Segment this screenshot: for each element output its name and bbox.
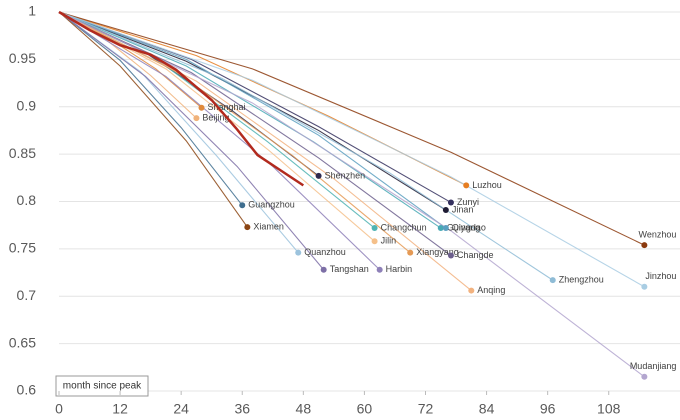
x-tick-label: 96: [540, 401, 556, 417]
end-point: [641, 242, 648, 249]
x-tick-label: 108: [597, 401, 621, 417]
end-point: [315, 172, 322, 179]
city-label: Xiamen: [253, 221, 284, 231]
y-tick-label: 0.85: [9, 145, 36, 161]
end-point: [447, 199, 454, 206]
end-point: [376, 266, 383, 273]
x-tick-label: 36: [234, 401, 250, 417]
end-point: [407, 249, 414, 256]
city-label: Jinzhou: [645, 271, 676, 281]
city-label: Wenzhou: [639, 229, 677, 239]
end-point: [437, 225, 444, 232]
city-label: Xiangyang: [416, 247, 459, 257]
city-label: Shenzhen: [325, 170, 366, 180]
series-line: [58, 11, 243, 206]
city-label: Mudanjiang: [630, 361, 677, 371]
x-axis-label: month since peak: [63, 381, 142, 392]
end-point: [239, 202, 246, 209]
x-tick-label: 24: [173, 401, 189, 417]
end-point: [371, 238, 378, 245]
series-line: [58, 10, 305, 187]
end-point: [442, 225, 449, 232]
end-point: [442, 207, 449, 214]
end-point: [468, 287, 475, 294]
x-label-box: [55, 375, 149, 397]
x-tick-label: 12: [112, 401, 128, 417]
lines: [58, 11, 645, 378]
end-point: [447, 252, 454, 259]
x-tick-label: 60: [357, 401, 373, 417]
x-tick-label: 84: [479, 401, 495, 417]
series-line: [58, 11, 447, 229]
city-label: Jilin: [381, 236, 397, 246]
city-label: Quanzhou: [304, 247, 346, 257]
city-label: Tangshan: [330, 264, 369, 274]
series-line: [58, 11, 554, 281]
city-label: Harbin: [386, 264, 413, 274]
city-label: Changchun: [381, 222, 427, 232]
city-label: Shanghai: [208, 102, 246, 112]
end-point: [193, 115, 200, 122]
series-line: [58, 11, 325, 271]
end-point: [641, 283, 648, 290]
city-label: Guangzhou: [248, 200, 295, 210]
y-tick-label: 0.95: [9, 50, 36, 66]
y-tick-label: 0.6: [17, 382, 37, 398]
y-tick-label: 0.9: [17, 97, 37, 113]
y-tick-label: 0.75: [9, 240, 36, 256]
series-line: [58, 11, 645, 288]
end-point: [198, 104, 205, 111]
end-point: [641, 373, 648, 380]
x-tick-label: 72: [418, 401, 434, 417]
series-line: [58, 11, 381, 271]
city-label: Zunyi: [457, 197, 479, 207]
city-label: Anqing: [477, 285, 505, 295]
y-tick-label: 1: [28, 3, 36, 19]
city-label: Luzhou: [472, 180, 502, 190]
series-line: [58, 11, 452, 256]
end-point: [463, 182, 470, 189]
x-tick-label: 0: [55, 401, 63, 417]
end-point: [549, 277, 556, 284]
end-point: [371, 225, 378, 232]
city-label: Qingdao: [452, 222, 486, 232]
series-line: [58, 11, 442, 229]
series-line: [58, 11, 645, 246]
city-label: Jinan: [452, 204, 474, 214]
y-tick-label: 0.7: [17, 287, 37, 303]
city-label: Beijing: [202, 112, 229, 122]
end-point: [320, 266, 327, 273]
series-line: [58, 11, 248, 228]
y-tick-label: 0.65: [9, 334, 36, 350]
city-label: Changde: [457, 250, 494, 260]
series-line: [58, 11, 411, 254]
city-label: Guiyang: [447, 222, 481, 232]
y-tick-label: 0.8: [17, 192, 37, 208]
series-line: [58, 11, 645, 378]
end-point: [295, 249, 302, 256]
grid: [59, 11, 680, 392]
x-tick-label: 48: [296, 401, 312, 417]
end-point: [244, 224, 251, 231]
city-label: Zhengzhou: [559, 275, 604, 285]
